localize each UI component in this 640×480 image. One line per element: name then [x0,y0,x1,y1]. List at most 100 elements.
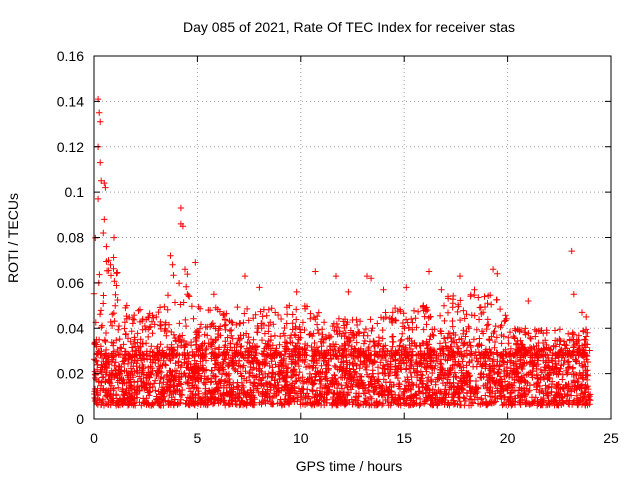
data-point [563,342,570,349]
data-point [261,345,268,352]
data-point [531,326,539,333]
data-point [199,362,206,369]
data-point [228,318,235,326]
data-point [505,398,512,405]
data-point [370,337,377,345]
data-point [184,291,191,298]
data-point [208,367,215,374]
data-point [555,402,562,409]
data-point [504,385,511,392]
data-point [472,348,479,356]
data-point [166,352,173,359]
data-point [255,365,262,373]
data-point [99,374,106,381]
data-point [99,385,107,392]
data-point [281,374,288,381]
data-point [96,271,103,278]
data-point [309,388,317,395]
data-point [408,315,415,323]
data-point [553,366,560,373]
data-point [349,316,356,324]
data-point [414,308,422,315]
data-point [260,321,268,329]
data-point [380,286,387,293]
data-point [218,370,226,378]
data-point [310,314,318,321]
data-point [460,373,467,380]
data-point [347,329,355,336]
data-point [471,286,478,293]
data-point [531,398,538,405]
data-point [229,319,236,326]
data-point [129,372,136,379]
data-point [192,259,199,266]
data-point [270,321,277,328]
data-point [94,361,101,368]
data-point [480,373,487,380]
data-point [111,278,118,285]
data-point [466,359,473,366]
data-point [497,352,505,359]
data-point [286,390,294,397]
data-point [150,314,157,321]
data-point [135,347,142,354]
data-point [376,390,383,397]
data-point [423,368,430,375]
data-point [276,368,283,375]
data-point [341,316,349,323]
data-point [565,364,572,371]
scatter-points [90,95,594,409]
data-point [398,336,405,343]
data-point [429,331,436,338]
data-point [581,336,588,343]
data-point [374,364,382,371]
data-point [369,324,376,332]
data-point [404,376,412,383]
data-point [341,352,349,359]
data-point [123,312,130,320]
data-point [370,343,378,350]
data-point [582,352,590,359]
data-point [215,380,223,387]
x-tick-label: 10 [293,430,309,446]
data-point [335,315,343,322]
data-point [587,397,594,404]
data-point [293,316,300,323]
data-point [486,389,493,396]
data-point [129,315,137,323]
data-point [440,351,447,359]
data-point [181,343,189,351]
data-point [268,358,275,365]
data-point [375,334,383,341]
data-point [114,296,121,304]
data-point [205,306,212,314]
data-point [233,347,240,354]
data-point [254,385,261,392]
data-point [491,362,498,369]
data-point [182,316,189,324]
data-point [226,375,233,383]
data-point [570,331,578,338]
data-point [268,374,275,381]
data-point [505,334,512,341]
data-point [479,352,487,359]
data-point [262,379,270,386]
data-point [183,283,190,290]
data-point [431,326,438,333]
data-point [105,376,113,383]
data-point [244,399,251,406]
data-point [220,366,227,373]
data-point [533,365,540,372]
data-point [440,302,448,309]
data-point [171,299,179,306]
data-point [280,363,288,370]
data-point [348,380,355,388]
x-tick-label: 0 [90,430,98,446]
data-point [129,348,136,355]
data-point [432,390,440,397]
data-point [246,370,253,377]
data-point [100,358,107,365]
data-point [313,371,320,378]
data-point [283,320,290,327]
data-point [239,351,246,358]
